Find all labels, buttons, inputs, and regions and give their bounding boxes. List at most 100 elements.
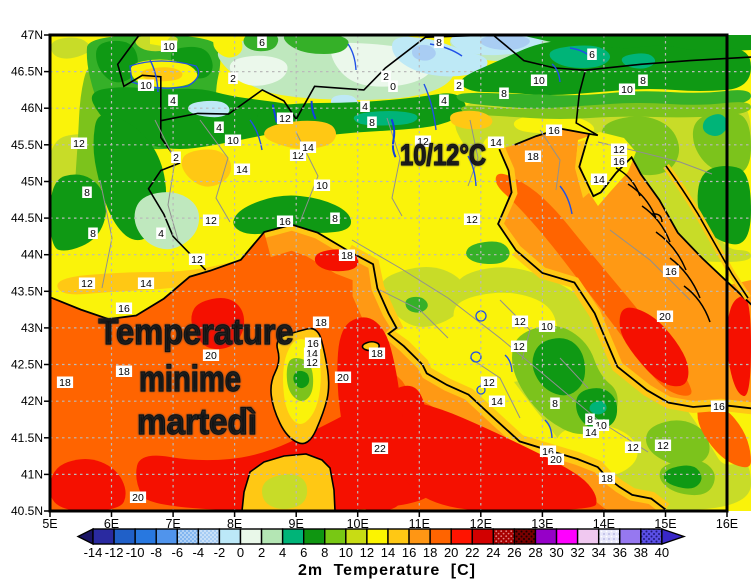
svg-text:12: 12 — [81, 278, 93, 290]
svg-text:10: 10 — [227, 135, 239, 147]
svg-text:20: 20 — [337, 372, 349, 384]
svg-text:6: 6 — [259, 37, 265, 49]
svg-text:24: 24 — [486, 545, 500, 560]
svg-text:14: 14 — [585, 427, 597, 439]
svg-text:6: 6 — [589, 49, 595, 61]
svg-text:4: 4 — [279, 545, 286, 560]
svg-text:42.5N: 42.5N — [11, 358, 43, 372]
svg-text:38: 38 — [634, 545, 648, 560]
svg-text:20: 20 — [444, 545, 458, 560]
svg-text:10: 10 — [541, 321, 553, 333]
svg-text:2: 2 — [383, 71, 389, 83]
svg-text:-4: -4 — [193, 545, 205, 560]
svg-text:14: 14 — [593, 174, 605, 186]
svg-text:43N: 43N — [21, 321, 43, 335]
svg-text:10E: 10E — [347, 517, 369, 531]
svg-text:28: 28 — [528, 545, 542, 560]
svg-text:41.5N: 41.5N — [11, 431, 43, 445]
svg-text:20: 20 — [132, 492, 144, 504]
svg-text:12: 12 — [205, 215, 217, 227]
svg-text:12E: 12E — [470, 517, 492, 531]
svg-text:8: 8 — [501, 88, 507, 100]
svg-text:12: 12 — [279, 113, 291, 125]
svg-text:-8: -8 — [150, 545, 162, 560]
svg-text:Temperature: Temperature — [99, 311, 294, 352]
svg-text:9E: 9E — [289, 517, 304, 531]
svg-text:14: 14 — [491, 396, 503, 408]
svg-text:47N: 47N — [21, 28, 43, 42]
svg-text:12: 12 — [657, 440, 669, 452]
svg-text:4: 4 — [158, 228, 164, 240]
svg-text:8: 8 — [321, 545, 328, 560]
svg-text:4: 4 — [216, 122, 222, 134]
svg-text:14: 14 — [302, 142, 314, 154]
svg-text:46.5N: 46.5N — [11, 65, 43, 79]
svg-text:4: 4 — [170, 95, 176, 107]
svg-text:8: 8 — [84, 187, 90, 199]
svg-text:14: 14 — [490, 137, 502, 149]
svg-text:14: 14 — [236, 164, 248, 176]
svg-text:11E: 11E — [409, 517, 430, 531]
svg-text:12: 12 — [466, 214, 478, 226]
svg-text:34: 34 — [591, 545, 605, 560]
svg-text:18: 18 — [315, 317, 327, 329]
svg-text:10: 10 — [339, 545, 353, 560]
svg-text:8: 8 — [369, 117, 375, 129]
svg-text:16: 16 — [118, 303, 130, 315]
svg-text:32: 32 — [570, 545, 584, 560]
svg-text:26: 26 — [507, 545, 521, 560]
svg-text:36: 36 — [613, 545, 627, 560]
svg-text:20: 20 — [659, 311, 671, 323]
svg-text:4: 4 — [441, 95, 447, 107]
svg-text:8E: 8E — [227, 517, 242, 531]
svg-text:10: 10 — [533, 75, 545, 87]
svg-text:20: 20 — [205, 350, 217, 362]
svg-text:6E: 6E — [104, 517, 119, 531]
svg-text:43.5N: 43.5N — [11, 284, 43, 298]
svg-text:16: 16 — [548, 125, 560, 137]
svg-text:2: 2 — [456, 80, 462, 92]
svg-text:16E: 16E — [716, 517, 738, 531]
svg-text:12: 12 — [514, 316, 526, 328]
svg-text:8: 8 — [587, 414, 593, 426]
svg-text:10: 10 — [621, 84, 633, 96]
svg-text:6: 6 — [300, 545, 307, 560]
svg-text:12: 12 — [360, 545, 374, 560]
svg-text:20: 20 — [550, 454, 562, 466]
svg-text:-10: -10 — [126, 545, 145, 560]
svg-text:2: 2 — [258, 545, 265, 560]
svg-text:12: 12 — [627, 442, 639, 454]
svg-text:14E: 14E — [593, 517, 615, 531]
svg-text:14: 14 — [140, 278, 152, 290]
svg-text:13E: 13E — [531, 517, 553, 531]
svg-text:14: 14 — [381, 545, 395, 560]
svg-text:45.5N: 45.5N — [11, 138, 43, 152]
svg-text:-6: -6 — [172, 545, 184, 560]
svg-text:40.5N: 40.5N — [11, 504, 43, 518]
svg-text:42N: 42N — [21, 394, 43, 408]
svg-text:18: 18 — [527, 151, 539, 163]
svg-text:40: 40 — [655, 545, 669, 560]
svg-text:12: 12 — [417, 136, 429, 148]
svg-text:-14: -14 — [84, 545, 103, 560]
svg-text:10: 10 — [163, 41, 175, 53]
svg-text:22: 22 — [374, 443, 386, 455]
svg-text:18: 18 — [423, 545, 437, 560]
svg-text:7E: 7E — [165, 517, 180, 531]
svg-text:12: 12 — [513, 341, 525, 353]
svg-text:martedì: martedì — [137, 401, 257, 442]
svg-text:16: 16 — [665, 266, 677, 278]
svg-text:22: 22 — [465, 545, 479, 560]
svg-text:8: 8 — [640, 75, 646, 87]
svg-text:18: 18 — [371, 348, 383, 360]
svg-text:8: 8 — [332, 213, 338, 225]
svg-text:18: 18 — [118, 366, 130, 378]
svg-text:2: 2 — [173, 152, 179, 164]
svg-text:10: 10 — [316, 180, 328, 192]
svg-text:-2: -2 — [214, 545, 226, 560]
svg-text:18: 18 — [601, 473, 613, 485]
svg-text:15E: 15E — [654, 517, 676, 531]
svg-text:30: 30 — [549, 545, 563, 560]
svg-text:minime: minime — [139, 358, 241, 399]
svg-text:12: 12 — [483, 377, 495, 389]
